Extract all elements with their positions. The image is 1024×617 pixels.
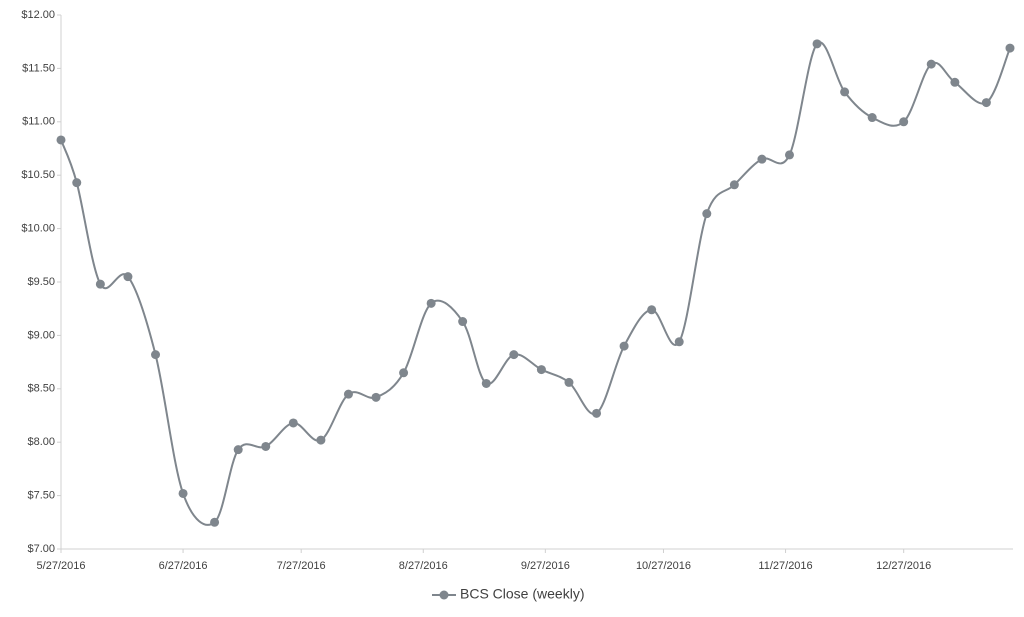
point [867, 113, 877, 123]
point [536, 365, 546, 375]
y-tick-label: $10.50 [21, 169, 55, 181]
point [178, 488, 188, 498]
point [481, 378, 491, 388]
line [60, 41, 1011, 526]
point [1005, 43, 1015, 53]
point [210, 517, 220, 527]
point [72, 178, 82, 188]
point [647, 305, 657, 315]
x-tick-label: 6/27/2016 [159, 560, 208, 572]
point [151, 350, 161, 360]
y-tick-label: $8.00 [27, 436, 55, 448]
point [981, 98, 991, 108]
y-tick-label: $11.00 [22, 116, 55, 128]
point [343, 389, 353, 399]
x-tick-label: 8/27/2016 [399, 560, 448, 572]
point [926, 59, 936, 69]
point [56, 135, 66, 145]
point [840, 87, 850, 97]
point [729, 180, 739, 190]
x-tick-label: 11/27/2016 [758, 560, 812, 572]
y-tick-label: $10.00 [21, 223, 55, 235]
y-tick-label: $9.50 [27, 276, 55, 288]
legend-label: BCS Close (weekly) [460, 586, 584, 602]
point [950, 77, 960, 87]
x-tick-label: 10/27/2016 [636, 560, 691, 572]
point [784, 150, 794, 160]
y-tick-label: $12.00 [21, 9, 55, 21]
point [674, 337, 684, 347]
point [261, 441, 271, 451]
point [812, 39, 822, 49]
point [899, 117, 909, 127]
point [619, 341, 629, 351]
point [288, 418, 298, 428]
legend-marker [439, 590, 449, 600]
point [702, 209, 712, 219]
point [509, 350, 519, 360]
point [399, 368, 409, 378]
point [757, 154, 767, 164]
point [371, 392, 381, 402]
y-tick-label: $7.50 [27, 490, 55, 502]
point [426, 298, 436, 308]
y-tick-label: $9.00 [27, 329, 55, 341]
y-tick-label: $11.50 [22, 62, 55, 74]
x-tick-label: 12/27/2016 [876, 560, 931, 572]
point [233, 445, 243, 455]
x-tick-label: 9/27/2016 [521, 560, 570, 572]
x-tick-label: 5/27/2016 [37, 560, 86, 572]
point [95, 279, 105, 289]
y-tick-label: $7.00 [27, 543, 55, 555]
point [592, 408, 602, 418]
point [458, 317, 468, 327]
y-tick-label: $8.50 [27, 383, 55, 395]
x-tick-label: 7/27/2016 [277, 560, 326, 572]
point [316, 435, 326, 445]
point [123, 272, 133, 282]
point [564, 377, 574, 387]
